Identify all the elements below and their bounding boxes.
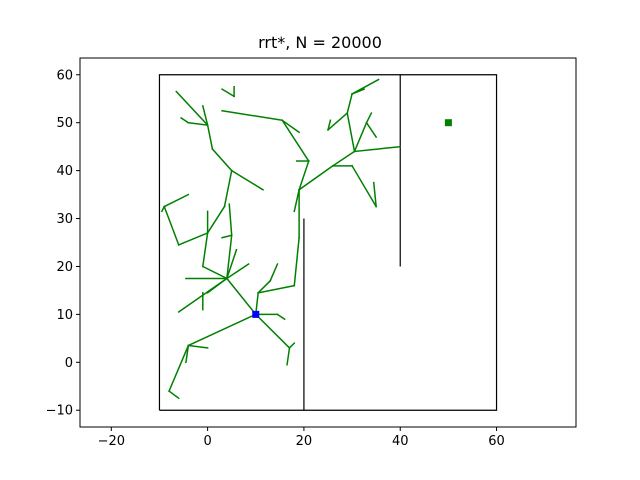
tree-edge-33 <box>298 160 310 191</box>
tree-edge-10 <box>230 169 265 191</box>
y-tick-label-3: 20 <box>56 260 73 275</box>
tree-edge-42 <box>327 119 332 131</box>
tree-edge-37 <box>281 119 301 134</box>
tree-edge-14 <box>187 121 209 126</box>
tree-edge-25 <box>225 263 250 280</box>
tree-edge-11 <box>211 147 233 172</box>
y-tick-label-4: 30 <box>56 212 73 227</box>
tree-edge-60 <box>168 390 180 400</box>
tree-edge-39 <box>331 150 356 167</box>
tree-edge-59 <box>168 344 190 393</box>
tree-edge-9 <box>223 169 233 208</box>
tree-edge-6 <box>160 205 166 213</box>
tree-edge-19 <box>206 277 228 294</box>
x-tick-label-3: 40 <box>392 434 409 449</box>
tree-edge-51 <box>351 164 378 208</box>
tree-edge-13 <box>175 90 209 127</box>
tree-edge-27 <box>257 279 272 294</box>
tree-edge-43 <box>346 93 353 115</box>
tree-edge-47 <box>365 112 373 124</box>
tree-edge-5 <box>163 193 190 208</box>
tree-edge-1 <box>201 265 228 280</box>
tree-edge-0 <box>225 277 257 316</box>
x-tick-label-4: 60 <box>488 434 505 449</box>
axes-frame <box>79 57 577 428</box>
obstacle-layer <box>158 74 498 411</box>
tree-edge-56 <box>288 342 296 349</box>
tree-edge-28 <box>269 263 279 282</box>
y-tick-label-6: 50 <box>56 116 73 131</box>
tree-edge-57 <box>286 347 291 366</box>
tree-edge-2 <box>201 232 209 268</box>
tree-edge-54 <box>276 313 286 321</box>
tree-edge-26 <box>254 291 259 316</box>
tree-edge-55 <box>254 313 291 349</box>
tree-edge-45 <box>351 88 366 95</box>
tree-edge-63 <box>221 88 236 98</box>
tree-edge-23 <box>221 234 233 239</box>
tree-edge-29 <box>257 284 296 294</box>
y-tick-label-2: 10 <box>56 308 73 323</box>
tree-edge-3 <box>177 231 209 246</box>
marker-layer <box>252 119 452 318</box>
tree-edge-32 <box>293 188 301 213</box>
x-tick-label-2: 20 <box>296 434 313 449</box>
tree-edge-46 <box>353 121 368 153</box>
tree-edge-24 <box>228 203 233 237</box>
tree-edge-8 <box>206 205 226 234</box>
x-tick-label-0: −20 <box>98 434 125 449</box>
tree-edge-12 <box>206 124 214 150</box>
y-tick-label-5: 40 <box>56 164 73 179</box>
y-tick-label-7: 60 <box>56 68 73 83</box>
tree-edge-58 <box>187 313 257 347</box>
tree-edge-4 <box>163 205 180 246</box>
goal-marker <box>444 119 452 127</box>
tree-edge-38 <box>298 164 334 191</box>
chart-title: rrt*, N = 20000 <box>258 33 382 52</box>
tree-edge-35 <box>281 119 310 163</box>
obstacle-0 <box>158 74 498 411</box>
x-tick-label-1: 0 <box>203 434 211 449</box>
tree-edge-22 <box>226 234 233 280</box>
tree-edge-49 <box>353 145 402 153</box>
tree-edge-48 <box>365 121 378 139</box>
tree-edge-15 <box>180 116 190 124</box>
tree-edge-21 <box>225 248 238 280</box>
y-tick-label-0: −10 <box>46 404 73 419</box>
x-axis: −20 0 20 40 60 <box>98 427 505 449</box>
tree-layer <box>160 78 402 400</box>
start-marker <box>252 310 260 318</box>
tree-edge-36 <box>221 109 284 122</box>
tree-edge-61 <box>187 344 209 349</box>
y-axis: −10 0 10 20 30 40 50 60 <box>46 68 80 419</box>
tree-edge-16 <box>201 105 209 126</box>
tree-edge-62 <box>185 344 190 364</box>
tree-edge-40 <box>346 112 356 153</box>
tree-edge-41 <box>326 112 349 131</box>
tree-edge-30 <box>293 236 300 287</box>
y-tick-label-1: 0 <box>65 356 73 371</box>
tree-edge-52 <box>372 181 377 208</box>
